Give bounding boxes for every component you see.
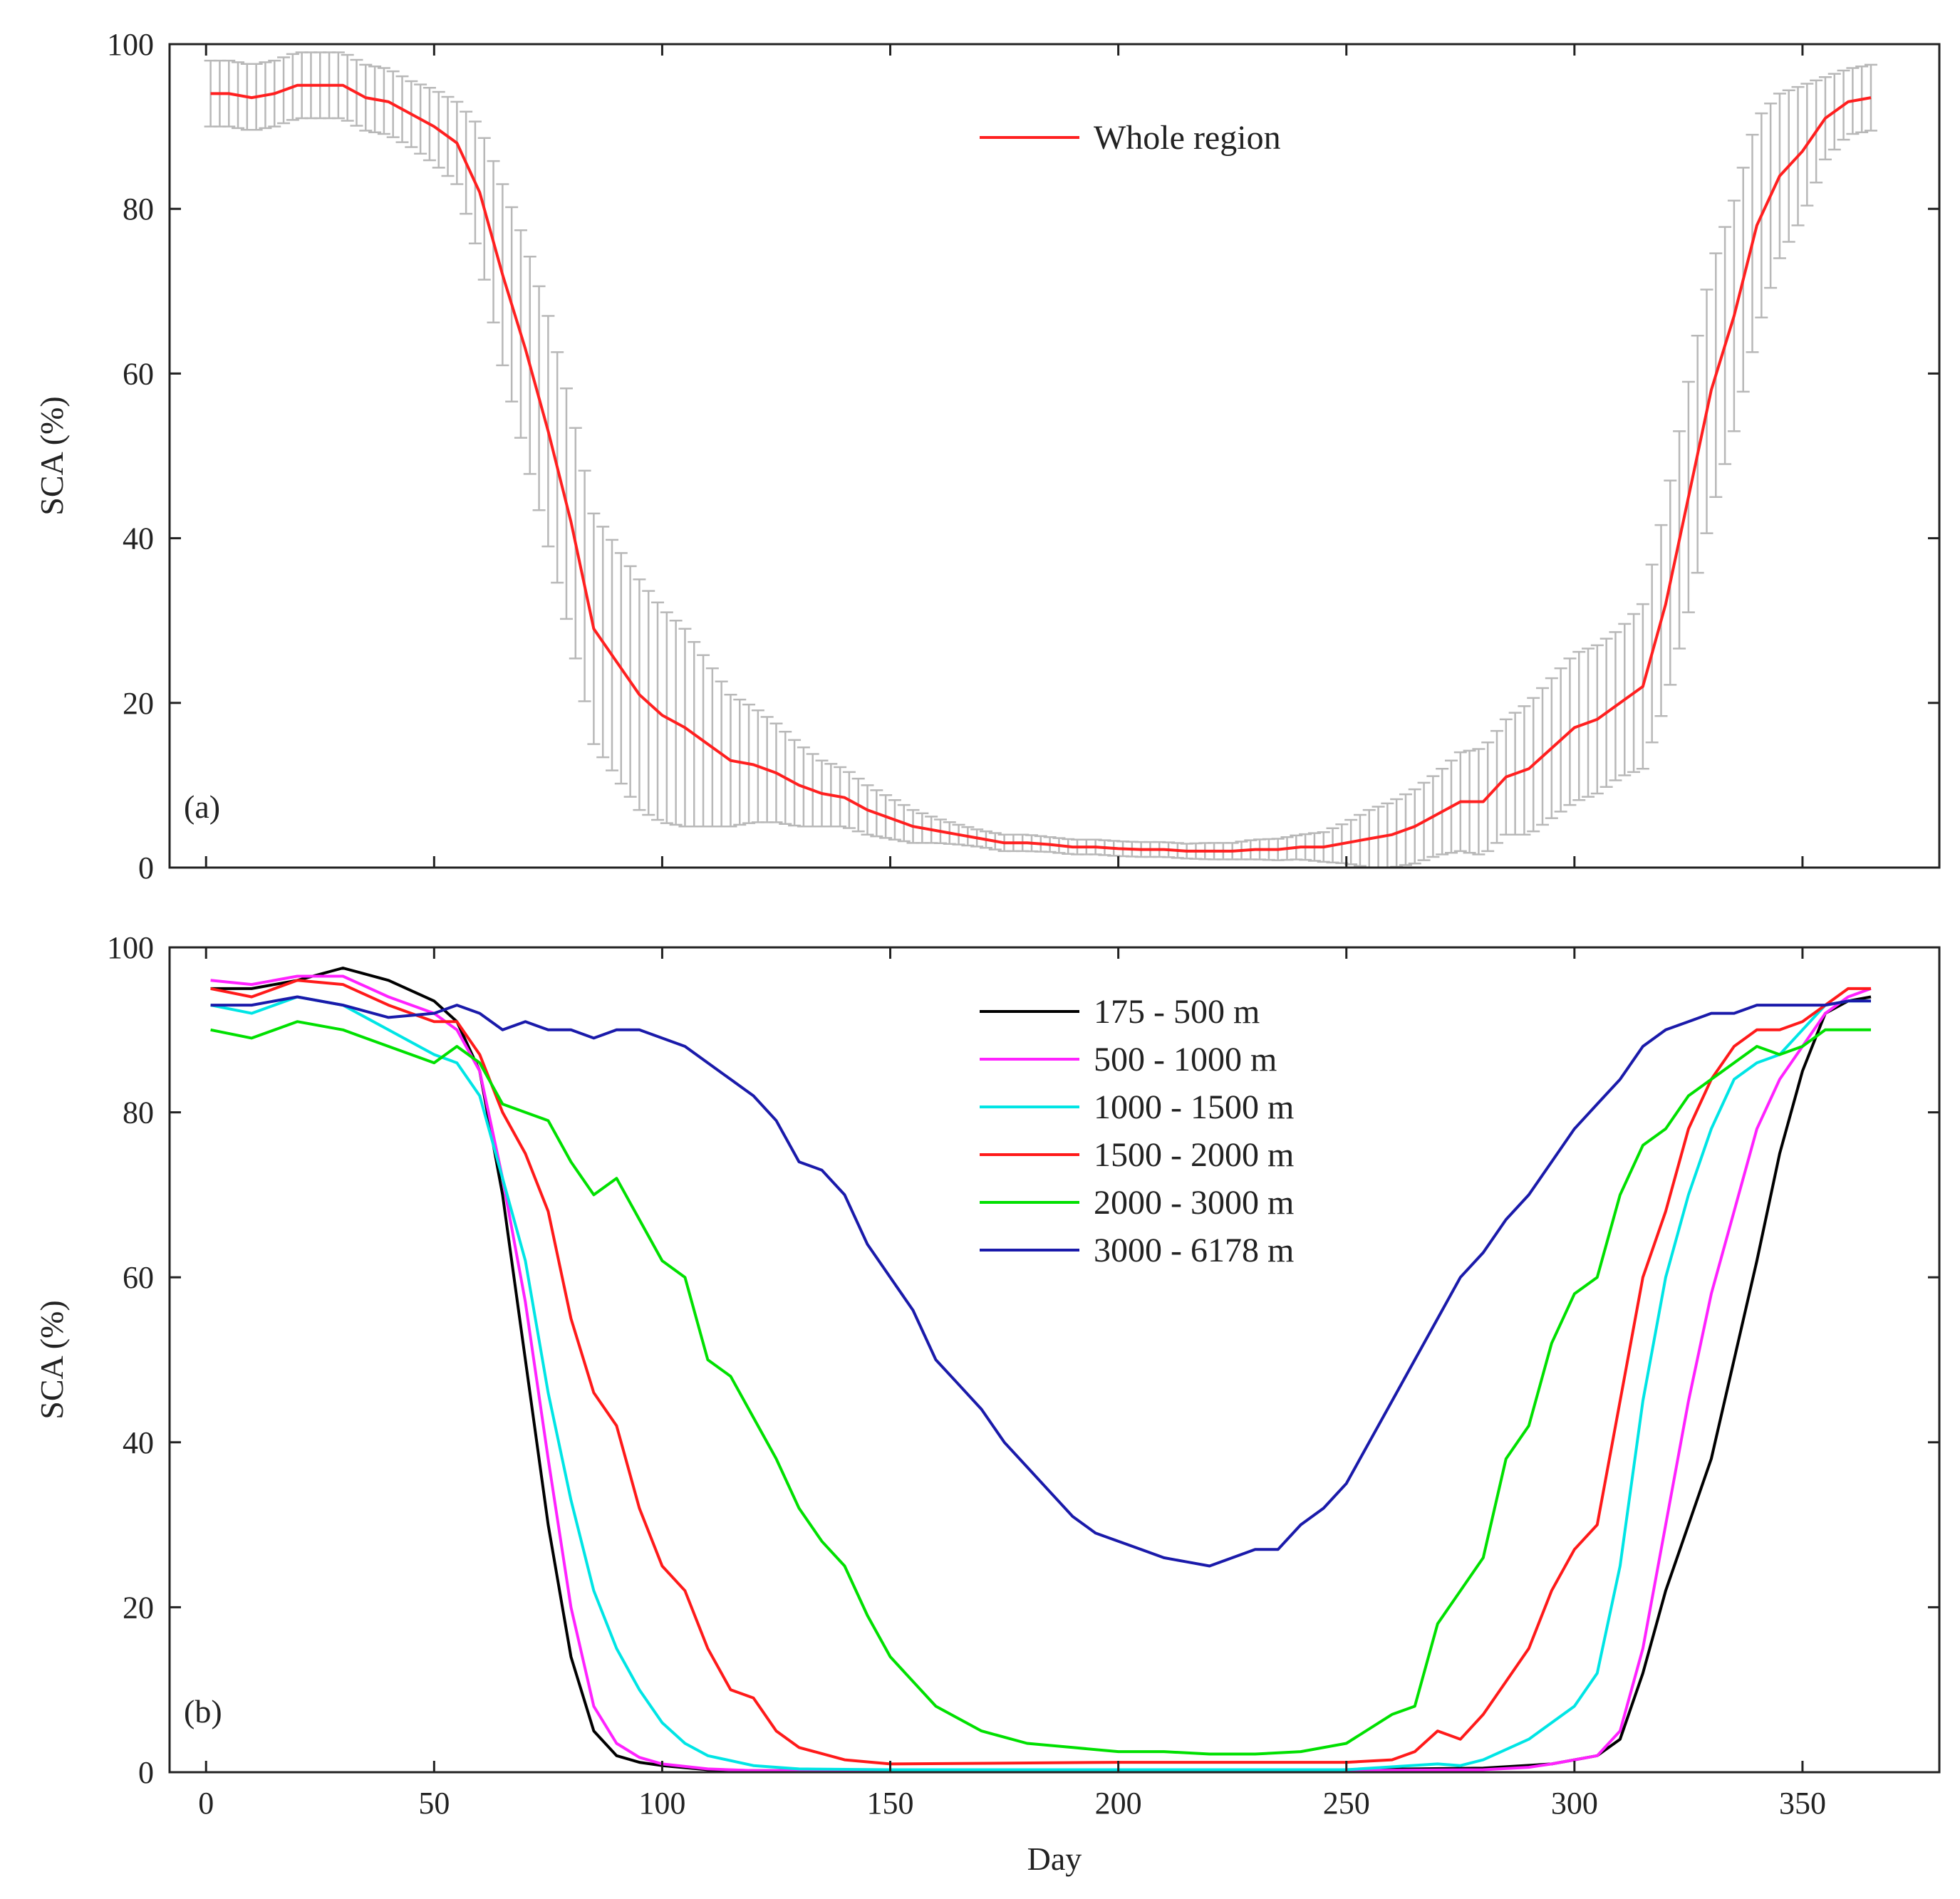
series-line xyxy=(210,979,1871,1766)
panel-b-frame xyxy=(168,946,1941,1774)
panel-b-legend: 175 - 500 m 500 - 1000 m 1000 - 1500 m 1500… xyxy=(980,993,1294,1269)
legend-entry: 3000 - 6178 m xyxy=(1094,1232,1294,1269)
panel-a-frame xyxy=(168,43,1941,869)
panel-b-ticks: 0 50 100 150 200 250 300 350 0 20 40 60 80 100 xyxy=(107,930,1939,1821)
x-axis-label: Day xyxy=(1027,1841,1082,1877)
y-tick-label: 0 xyxy=(138,850,154,885)
panel-b-series-layer xyxy=(210,967,1872,1772)
y-tick-label: 60 xyxy=(123,356,154,391)
series-line xyxy=(210,974,1872,1772)
series-line xyxy=(210,967,1872,1772)
y-tick-label: 0 xyxy=(138,1755,154,1790)
series-line xyxy=(210,995,1871,1568)
y-tick-label: 20 xyxy=(123,1590,154,1625)
x-tick-label: 50 xyxy=(418,1786,450,1821)
x-tick-label: 150 xyxy=(867,1786,914,1821)
series-line xyxy=(210,995,1871,1771)
legend-entry: 2000 - 3000 m xyxy=(1094,1184,1294,1222)
y-tick-label: 40 xyxy=(123,521,154,556)
x-tick-label: 100 xyxy=(638,1786,685,1821)
legend-entry: 500 - 1000 m xyxy=(1094,1041,1277,1078)
legend-entry: 1500 - 2000 m xyxy=(1094,1136,1294,1174)
panel-a-legend: Whole region xyxy=(980,119,1281,157)
legend-entry: 175 - 500 m xyxy=(1094,993,1260,1031)
panel-a: 0 20 40 60 80 100 (a) SCA (%) Whole region xyxy=(33,27,1941,885)
x-tick-label: 0 xyxy=(198,1786,214,1821)
legend-entry: 1000 - 1500 m xyxy=(1094,1088,1294,1126)
panel-a-ticks: 0 20 40 60 80 100 xyxy=(107,27,1939,885)
x-tick-label: 300 xyxy=(1551,1786,1598,1821)
panel-b-y-axis-label: SCA (%) xyxy=(33,1300,70,1419)
x-tick-label: 350 xyxy=(1779,1786,1826,1821)
y-tick-label: 100 xyxy=(107,27,154,62)
legend-entry: Whole region xyxy=(1094,119,1281,157)
panel-b-label: (b) xyxy=(184,1693,222,1729)
x-tick-label: 250 xyxy=(1323,1786,1370,1821)
y-tick-label: 20 xyxy=(123,686,154,721)
panel-a-y-axis-label: SCA (%) xyxy=(33,396,70,515)
y-tick-label: 80 xyxy=(123,1096,154,1130)
series-line xyxy=(210,1020,1871,1756)
panel-b: 0 50 100 150 200 250 300 350 0 20 40 60 80 100 (b) SC… xyxy=(33,930,1941,1821)
y-tick-label: 60 xyxy=(123,1260,154,1295)
y-tick-label: 100 xyxy=(107,930,154,965)
y-tick-label: 40 xyxy=(123,1425,154,1460)
series-line xyxy=(210,83,1872,853)
y-tick-label: 80 xyxy=(123,192,154,227)
panel-a-series-layer xyxy=(204,51,1877,869)
x-tick-label: 200 xyxy=(1095,1786,1142,1821)
panel-a-label: (a) xyxy=(184,789,220,825)
